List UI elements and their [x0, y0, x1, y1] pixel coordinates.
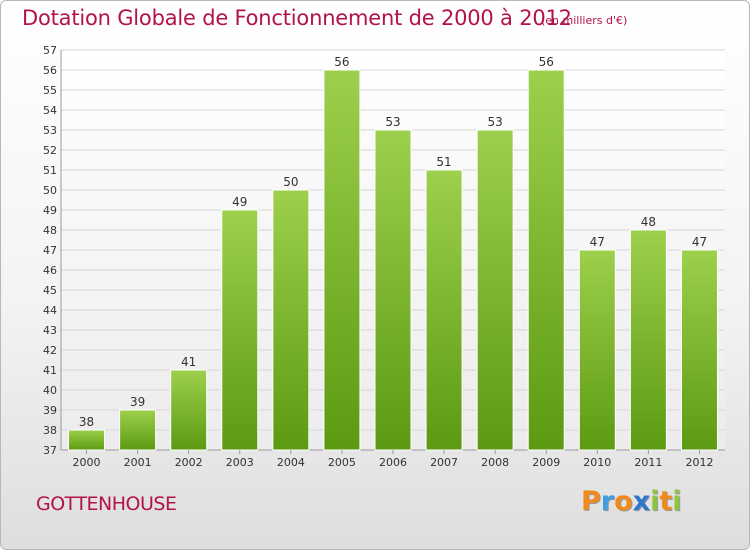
- bar-2012: [680, 249, 718, 451]
- x-tick-label-2008: 2008: [481, 456, 509, 469]
- bar-2006: [374, 129, 412, 451]
- y-tick-label: 48: [43, 224, 57, 237]
- bar-2005: [323, 69, 361, 451]
- y-tick-label: 56: [43, 64, 57, 77]
- x-tick-label-2004: 2004: [277, 456, 305, 469]
- data-label-2001: 39: [130, 395, 145, 409]
- y-tick-label: 57: [43, 44, 57, 57]
- data-label-2000: 38: [79, 415, 94, 429]
- x-tick-label-2009: 2009: [532, 456, 560, 469]
- data-label-2011: 48: [641, 215, 656, 229]
- y-tick-label: 50: [43, 184, 57, 197]
- data-label-2004: 50: [283, 175, 298, 189]
- y-tick-label: 38: [43, 424, 57, 437]
- x-tick-label-2012: 2012: [685, 456, 713, 469]
- bar-2000: [68, 429, 106, 451]
- data-label-2005: 56: [334, 55, 349, 69]
- data-label-2010: 47: [590, 235, 605, 249]
- brand-letter: i: [672, 486, 682, 517]
- bars: [68, 69, 718, 451]
- data-label-2003: 49: [232, 195, 247, 209]
- y-tick-label: 40: [43, 384, 57, 397]
- bar-2011: [629, 229, 667, 451]
- y-tick-label: 39: [43, 404, 57, 417]
- y-tick-label: 54: [43, 104, 57, 117]
- bar-2010: [578, 249, 616, 451]
- y-tick-label: 41: [43, 364, 57, 377]
- brand-letter: i: [650, 486, 660, 517]
- brand-letter: P: [581, 486, 601, 517]
- bar-2007: [425, 169, 463, 451]
- x-tick-label-2005: 2005: [328, 456, 356, 469]
- bar-2009: [527, 69, 565, 451]
- y-tick-label: 49: [43, 204, 57, 217]
- data-label-2007: 51: [436, 155, 451, 169]
- y-tick-label: 44: [43, 304, 57, 317]
- brand-letter: t: [659, 486, 673, 517]
- y-tick-label: 47: [43, 244, 57, 257]
- x-tick-label-2011: 2011: [634, 456, 662, 469]
- x-tick-label-2001: 2001: [124, 456, 152, 469]
- proxiti-logo: Proxiti: [581, 486, 682, 517]
- x-axis: 2000 2001 2002 2003 2004 2005 2006 2007 2008 2009…: [73, 450, 713, 469]
- y-tick-label: 45: [43, 284, 57, 297]
- brand-letter: r: [600, 486, 615, 517]
- y-tick-label: 53: [43, 124, 57, 137]
- x-tick-label-2002: 2002: [175, 456, 203, 469]
- data-label-2012: 47: [692, 235, 707, 249]
- data-label-2009: 56: [539, 55, 554, 69]
- chart-title: Dotation Globale de Fonctionnement de 20…: [22, 6, 572, 30]
- y-tick-label: 55: [43, 84, 57, 97]
- bar-2002: [170, 369, 208, 451]
- data-label-2002: 41: [181, 355, 196, 369]
- bar-2001: [119, 409, 157, 451]
- data-label-2008: 53: [488, 115, 503, 129]
- x-tick-label-2006: 2006: [379, 456, 407, 469]
- y-tick-label: 51: [43, 164, 57, 177]
- commune-name: GOTTENHOUSE: [36, 493, 177, 515]
- x-tick-label-2007: 2007: [430, 456, 458, 469]
- y-tick-label: 37: [43, 444, 57, 457]
- y-tick-label: 42: [43, 344, 57, 357]
- x-tick-label-2000: 2000: [73, 456, 101, 469]
- x-tick-label-2010: 2010: [583, 456, 611, 469]
- chart-subtitle: (en milliers d'€): [541, 14, 628, 27]
- data-labels: 38 39 41 49 50 56 53 51 53 56 47 48 47: [79, 55, 707, 429]
- y-tick-label: 52: [43, 144, 57, 157]
- bar-2004: [272, 189, 310, 451]
- brand-letter: x: [632, 486, 651, 517]
- bar-2008: [476, 129, 514, 451]
- y-tick-label: 46: [43, 264, 57, 277]
- x-tick-label-2003: 2003: [226, 456, 254, 469]
- data-label-2006: 53: [385, 115, 400, 129]
- bar-2003: [221, 209, 259, 451]
- y-tick-label: 43: [43, 324, 57, 337]
- brand-letter: o: [614, 486, 633, 517]
